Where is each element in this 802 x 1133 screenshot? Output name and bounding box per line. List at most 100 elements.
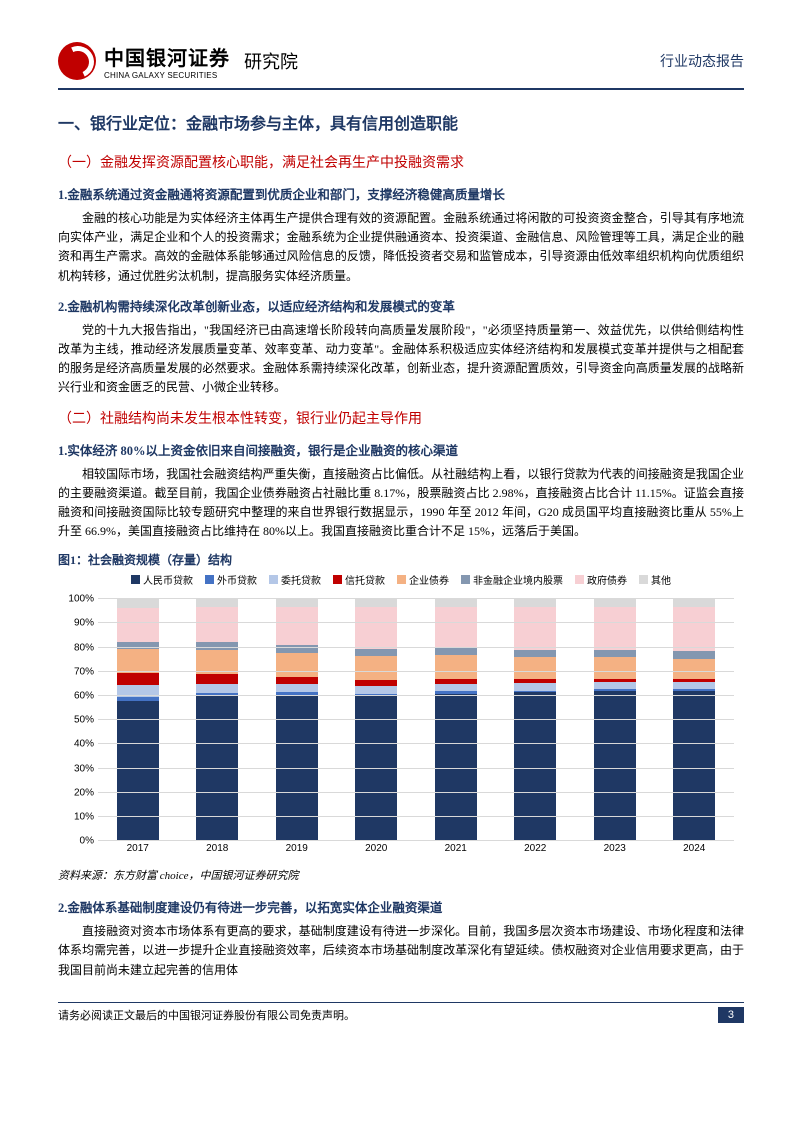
chart-area: 0%10%20%30%40%50%60%70%80%90%100% 201720… (58, 593, 744, 863)
gridline (98, 768, 734, 769)
bar-segment (514, 657, 556, 679)
legend-swatch (575, 575, 584, 584)
bar-segment (276, 599, 318, 606)
bar-segment (355, 656, 397, 680)
bar-segment (276, 653, 318, 677)
legend-item: 企业债券 (397, 572, 449, 587)
section1-sub2-body: 党的十九大报告指出，"我国经济已由高速增长阶段转向高质量发展阶段"，"必须坚持质… (58, 321, 744, 398)
bar-segment (196, 674, 238, 684)
bar-segment (355, 599, 397, 606)
y-tick: 40% (74, 739, 94, 750)
gridline (98, 743, 734, 744)
chart-y-axis: 0%10%20%30%40%50%60%70%80%90%100% (58, 599, 98, 841)
bar (355, 599, 397, 841)
legend-item: 政府债券 (575, 572, 627, 587)
page-title: 一、银行业定位：金融市场参与主体，具有信用创造职能 (58, 110, 744, 134)
bar-segment (355, 696, 397, 841)
y-tick: 70% (74, 666, 94, 677)
bar (594, 599, 636, 841)
page-number: 3 (718, 1007, 744, 1023)
logo-icon (58, 42, 96, 80)
bar-segment (196, 684, 238, 694)
bar-segment (117, 649, 159, 673)
legend-label: 非金融企业境内股票 (473, 572, 563, 587)
bar-segment (117, 642, 159, 649)
chart-plot (98, 599, 734, 841)
section2-sub2-heading: 2.金融体系基础制度建设仍有待进一步完善，以拓宽实体企业融资渠道 (58, 897, 744, 916)
bar-segment (355, 607, 397, 649)
bar-segment (435, 655, 477, 679)
bar-segment (196, 599, 238, 606)
bar-segment (594, 599, 636, 606)
section1-heading: （一）金融发挥资源配置核心职能，满足社会再生产中投融资需求 (58, 152, 744, 172)
legend-item: 外币贷款 (205, 572, 257, 587)
y-tick: 50% (74, 715, 94, 726)
bar-segment (514, 683, 556, 690)
bar-segment (673, 651, 715, 658)
legend-item: 人民币贷款 (131, 572, 193, 587)
figure1-chart: 人民币贷款外币贷款委托贷款信托贷款企业债券非金融企业境内股票政府债券其他 0%1… (58, 572, 744, 863)
bar-segment (594, 607, 636, 651)
legend-item: 非金融企业境内股票 (461, 572, 563, 587)
legend-label: 人民币贷款 (143, 572, 193, 587)
legend-swatch (397, 575, 406, 584)
legend-label: 政府债券 (587, 572, 627, 587)
y-tick: 80% (74, 642, 94, 653)
bar-segment (276, 607, 318, 646)
legend-swatch (131, 575, 140, 584)
y-tick: 90% (74, 618, 94, 629)
logo-cn: 中国银河证券 (104, 42, 230, 71)
footer-disclaimer: 请务必阅读正文最后的中国银河证券股份有限公司免责声明。 (58, 1007, 355, 1023)
bar-segment (673, 599, 715, 606)
x-label: 2020 (355, 843, 397, 863)
page-header: 中国银河证券 CHINA GALAXY SECURITIES 研究院 行业动态报… (58, 42, 744, 80)
legend-item: 信托贷款 (333, 572, 385, 587)
bar-segment (435, 607, 477, 648)
bar (673, 599, 715, 841)
bar-segment (276, 684, 318, 692)
bar (435, 599, 477, 841)
bar-segment (117, 673, 159, 685)
legend-swatch (639, 575, 648, 584)
bar (514, 599, 556, 841)
gridline (98, 695, 734, 696)
bar-segment (117, 701, 159, 841)
bar-segment (594, 657, 636, 679)
section2-heading: （二）社融结构尚未发生根本性转变，银行业仍起主导作用 (58, 408, 744, 428)
bar-segment (435, 648, 477, 655)
section2-sub1-body: 相较国际市场，我国社会融资结构严重失衡，直接融资占比偏低。从社融结构上看，以银行… (58, 465, 744, 542)
bar-segment (355, 649, 397, 656)
logo-block: 中国银河证券 CHINA GALAXY SECURITIES 研究院 (58, 42, 298, 80)
logo-en: CHINA GALAXY SECURITIES (104, 71, 230, 80)
legend-swatch (205, 575, 214, 584)
bar-segment (514, 650, 556, 657)
logo-division: 研究院 (244, 48, 298, 74)
section2-sub1-heading: 1.实体经济 80%以上资金依旧来自间接融资，银行是企业融资的核心渠道 (58, 440, 744, 459)
header-rule (58, 88, 744, 90)
legend-swatch (333, 575, 342, 584)
x-label: 2018 (196, 843, 238, 863)
bar (196, 599, 238, 841)
legend-label: 外币贷款 (217, 572, 257, 587)
bar-segment (673, 682, 715, 689)
bar-segment (117, 599, 159, 607)
legend-swatch (461, 575, 470, 584)
chart-bars (98, 599, 734, 841)
y-tick: 10% (74, 812, 94, 823)
legend-item: 委托贷款 (269, 572, 321, 587)
bar-segment (196, 696, 238, 841)
chart-legend: 人民币贷款 外币贷款 委托贷款信托贷款企业债券 非金融企业境内股票 政府债券 其他 (58, 572, 744, 587)
figure1-title: 图1：社会融资规模（存量）结构 (58, 551, 744, 568)
legend-swatch (269, 575, 278, 584)
y-tick: 100% (68, 594, 94, 605)
legend-label: 委托贷款 (281, 572, 321, 587)
legend-item: 其他 (639, 572, 671, 587)
report-type: 行业动态报告 (660, 51, 744, 71)
bar-segment (117, 608, 159, 642)
x-label: 2021 (435, 843, 477, 863)
legend-label: 其他 (651, 572, 671, 587)
section1-sub1-heading: 1.金融系统通过资金融通将资源配置到优质企业和部门，支撑经济稳健高质量增长 (58, 184, 744, 203)
gridline (98, 598, 734, 599)
gridline (98, 816, 734, 817)
bar-segment (673, 659, 715, 680)
